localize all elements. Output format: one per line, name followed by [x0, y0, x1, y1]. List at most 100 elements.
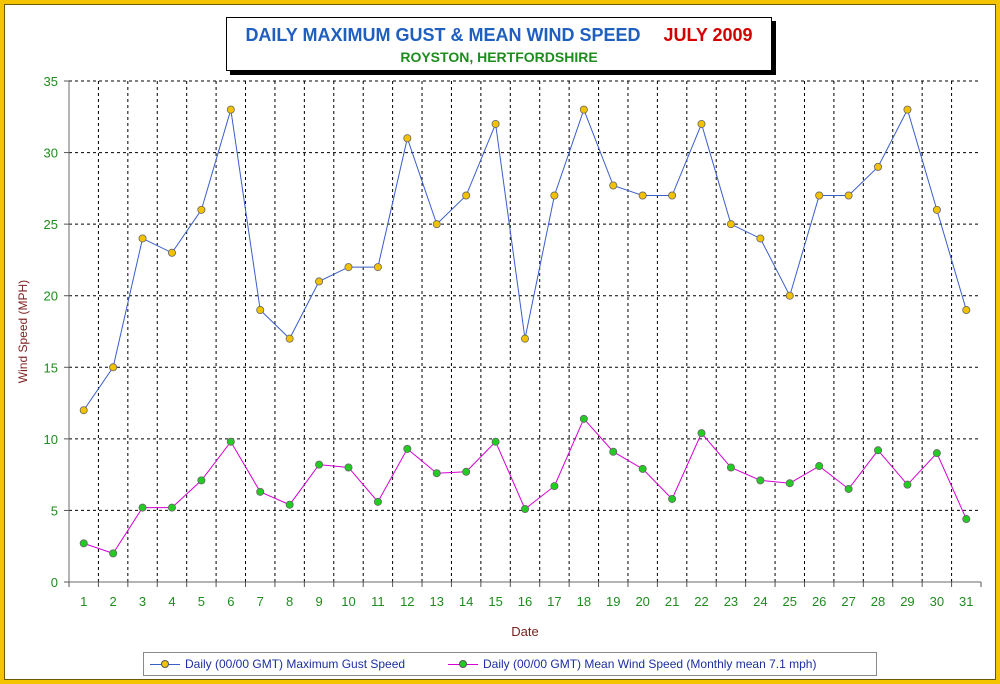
data-point-gust	[138, 234, 147, 243]
data-point-mean	[697, 429, 706, 438]
x-tick-label: 13	[430, 594, 444, 609]
y-tick-label: 30	[44, 146, 58, 161]
y-tick-label: 15	[44, 360, 58, 375]
y-tick-label: 10	[44, 432, 58, 447]
data-point-gust	[285, 334, 294, 343]
x-tick-label: 19	[606, 594, 620, 609]
data-point-mean	[932, 449, 941, 458]
data-point-gust	[609, 181, 618, 190]
data-point-gust	[403, 134, 412, 143]
data-point-gust	[932, 205, 941, 214]
x-tick-label: 12	[400, 594, 414, 609]
x-tick-label: 10	[341, 594, 355, 609]
data-point-mean	[903, 480, 912, 489]
x-tick-label: 16	[518, 594, 532, 609]
data-point-mean	[167, 503, 176, 512]
x-tick-label: 21	[665, 594, 679, 609]
data-point-gust	[197, 205, 206, 214]
x-tick-label: 5	[198, 594, 205, 609]
plot-area	[69, 81, 981, 582]
data-point-mean	[785, 479, 794, 488]
y-tick-label: 0	[51, 575, 58, 590]
data-point-mean	[79, 539, 88, 548]
x-tick-label: 8	[286, 594, 293, 609]
legend-swatch-gust	[150, 658, 180, 670]
x-tick-label: 26	[812, 594, 826, 609]
data-point-mean	[609, 447, 618, 456]
x-tick-label: 15	[488, 594, 502, 609]
data-point-mean	[109, 549, 118, 558]
chart-title-month: JULY 2009	[663, 25, 753, 45]
data-point-gust	[844, 191, 853, 200]
data-point-mean	[315, 460, 324, 469]
data-point-mean	[638, 464, 647, 473]
data-point-mean	[403, 444, 412, 453]
y-axis-label: Wind Speed (MPH)	[16, 280, 30, 383]
data-point-mean	[726, 463, 735, 472]
x-tick-label: 1	[80, 594, 87, 609]
data-point-mean	[815, 462, 824, 471]
x-tick-label: 29	[900, 594, 914, 609]
y-tick-label: 25	[44, 217, 58, 232]
chart-subtitle: ROYSTON, HERTFORDSHIRE	[400, 49, 598, 65]
legend-label-mean: Daily (00/00 GMT) Mean Wind Speed (Month…	[483, 657, 817, 671]
data-point-gust	[785, 291, 794, 300]
chart-title: DAILY MAXIMUM GUST & MEAN WIND SPEED	[245, 25, 641, 45]
data-point-mean	[432, 469, 441, 478]
x-tick-label: 24	[753, 594, 767, 609]
data-point-gust	[726, 220, 735, 229]
data-point-mean	[462, 467, 471, 476]
data-point-gust	[373, 263, 382, 272]
data-point-mean	[874, 446, 883, 455]
x-tick-label: 20	[635, 594, 649, 609]
data-point-mean	[491, 437, 500, 446]
legend-swatch-mean	[448, 658, 478, 670]
data-point-mean	[256, 487, 265, 496]
x-tick-label: 4	[168, 594, 175, 609]
chart-title-box: DAILY MAXIMUM GUST & MEAN WIND SPEED JUL…	[226, 17, 772, 71]
x-tick-label: 3	[139, 594, 146, 609]
x-tick-label: 18	[577, 594, 591, 609]
data-point-mean	[579, 414, 588, 423]
x-tick-label: 22	[694, 594, 708, 609]
data-point-mean	[138, 503, 147, 512]
y-tick-label: 35	[44, 74, 58, 89]
x-tick-label: 2	[110, 594, 117, 609]
data-point-gust	[874, 162, 883, 171]
data-point-mean	[197, 476, 206, 485]
data-point-gust	[756, 234, 765, 243]
data-point-mean	[521, 504, 530, 513]
x-tick-label: 27	[841, 594, 855, 609]
data-point-gust	[432, 220, 441, 229]
data-point-gust	[962, 306, 971, 315]
y-tick-label: 5	[51, 503, 58, 518]
data-point-gust	[903, 105, 912, 114]
data-point-gust	[462, 191, 471, 200]
x-tick-label: 28	[871, 594, 885, 609]
data-point-gust	[167, 248, 176, 257]
data-point-mean	[285, 500, 294, 509]
legend-item-gust: Daily (00/00 GMT) Maximum Gust Speed	[150, 657, 405, 671]
data-point-mean	[844, 484, 853, 493]
data-point-gust	[109, 363, 118, 372]
x-tick-label: 14	[459, 594, 473, 609]
data-point-gust	[344, 263, 353, 272]
data-point-gust	[315, 277, 324, 286]
data-point-gust	[550, 191, 559, 200]
data-point-gust	[638, 191, 647, 200]
data-point-gust	[256, 306, 265, 315]
data-point-gust	[815, 191, 824, 200]
data-point-mean	[756, 476, 765, 485]
data-point-mean	[550, 482, 559, 491]
x-tick-label: 6	[227, 594, 234, 609]
data-point-mean	[668, 494, 677, 503]
chart-legend: Daily (00/00 GMT) Maximum Gust Speed Dai…	[143, 652, 877, 676]
x-tick-label: 9	[315, 594, 322, 609]
data-point-gust	[226, 105, 235, 114]
data-point-gust	[697, 119, 706, 128]
title-line: DAILY MAXIMUM GUST & MEAN WIND SPEED JUL…	[227, 25, 771, 46]
data-point-gust	[79, 406, 88, 415]
data-point-gust	[491, 119, 500, 128]
data-point-gust	[579, 105, 588, 114]
